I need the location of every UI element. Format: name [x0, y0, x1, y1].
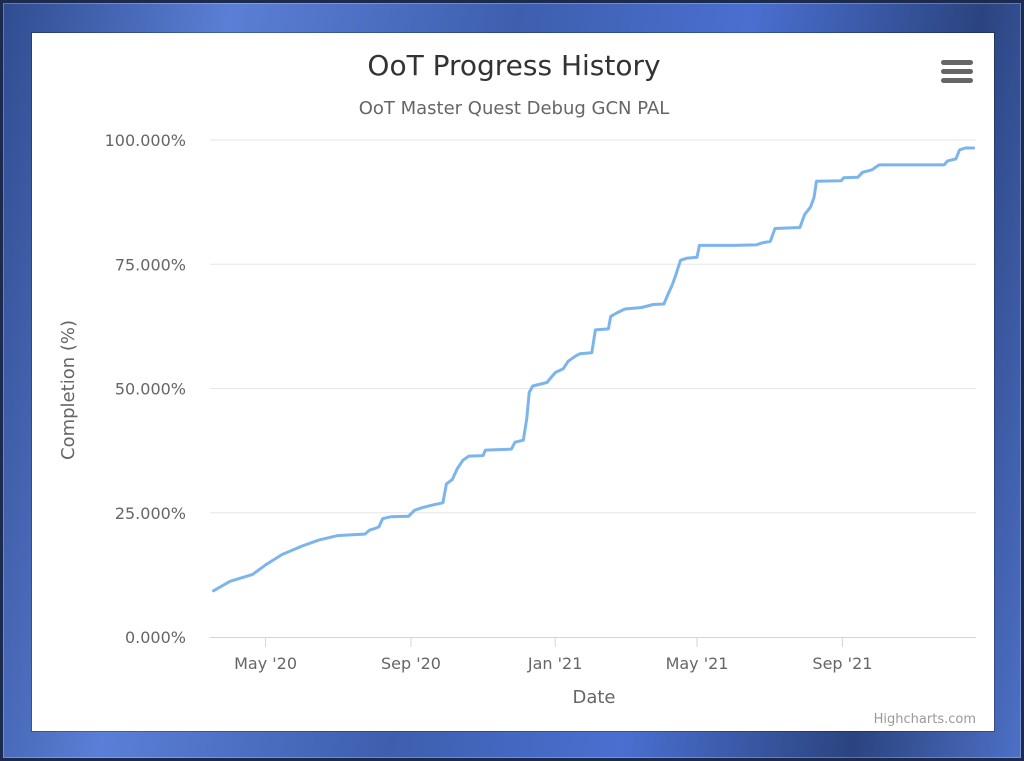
highcharts-credit[interactable]: Highcharts.com — [874, 712, 976, 727]
hamburger-menu-icon[interactable] — [936, 57, 973, 87]
y-tick-label: 0.000% — [125, 628, 186, 647]
chart-panel: 0.000% 25.000% 50.000% 75.000% 100.000% May … — [32, 33, 994, 731]
x-tick-label: Jan '21 — [527, 654, 583, 673]
x-tick-label: Sep '21 — [812, 654, 872, 673]
x-tick-label: May '20 — [234, 654, 297, 673]
y-tick-label: 75.000% — [115, 255, 186, 274]
series-layer — [212, 146, 976, 593]
x-tick-label: May '21 — [666, 654, 729, 673]
grid-lines — [210, 139, 976, 514]
y-tick-label: 25.000% — [115, 504, 186, 523]
y-tick-label: 100.000% — [105, 131, 186, 150]
x-axis: May '20 Sep '20 Jan '21 May '21 Sep '21 — [210, 637, 976, 673]
progress-history-chart: 0.000% 25.000% 50.000% 75.000% 100.000% May … — [58, 49, 976, 727]
x-tick-label: Sep '20 — [381, 654, 441, 673]
chart-subtitle: OoT Master Quest Debug GCN PAL — [359, 98, 670, 119]
completion-series-line[interactable] — [212, 146, 976, 593]
chart-title: OoT Progress History — [367, 49, 660, 82]
y-axis-tick-labels: 0.000% 25.000% 50.000% 75.000% 100.000% — [105, 131, 186, 647]
x-axis-title: Date — [572, 687, 615, 708]
y-tick-label: 50.000% — [115, 380, 186, 399]
y-axis-title: Completion (%) — [58, 320, 79, 460]
